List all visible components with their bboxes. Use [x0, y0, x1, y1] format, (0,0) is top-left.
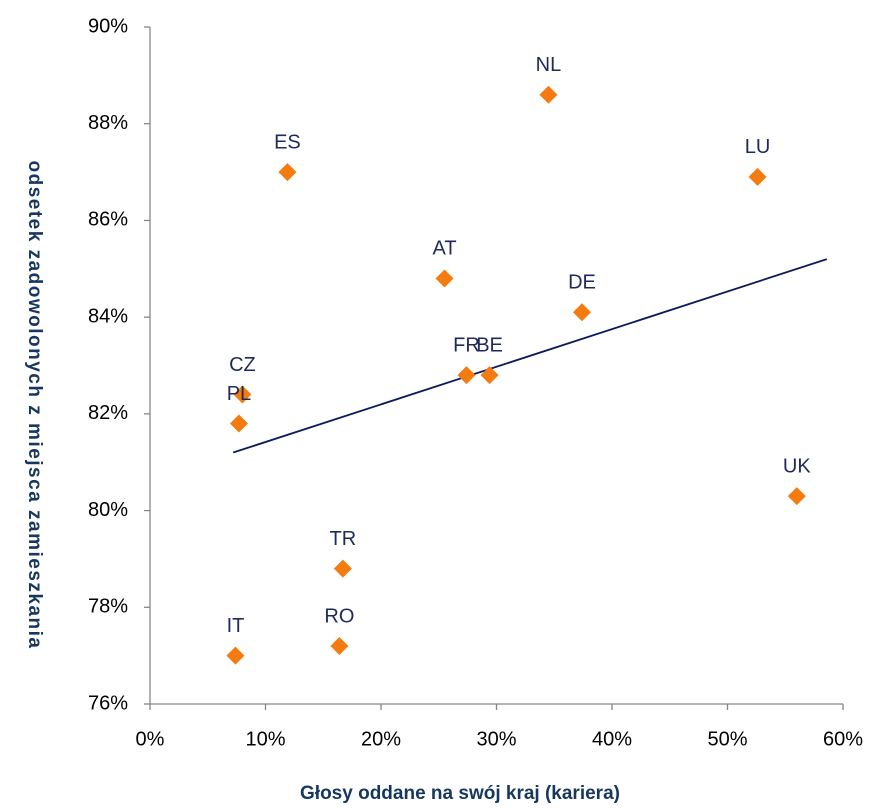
point-label: BE	[476, 334, 503, 356]
trend-line	[232, 258, 828, 454]
point-label: DE	[568, 272, 596, 294]
point-label: UK	[783, 455, 811, 477]
point	[229, 414, 248, 433]
x-tick-label: 30%	[476, 728, 516, 750]
point	[333, 559, 352, 578]
point	[330, 636, 349, 655]
y-tick-label: 82%	[88, 402, 128, 424]
point	[539, 85, 558, 104]
point-label: FR	[453, 334, 480, 356]
x-tick-label: 10%	[245, 728, 285, 750]
y-tick-label: 76%	[88, 692, 128, 714]
point-label: PL	[227, 383, 251, 405]
point	[787, 487, 806, 506]
y-tick-label: 88%	[88, 112, 128, 134]
x-axis-title: Głosy oddane na swój kraj (kariera)	[300, 783, 620, 804]
y-tick-label: 78%	[88, 596, 128, 618]
x-tick-label: 50%	[707, 728, 747, 750]
point-label: NL	[536, 54, 562, 76]
point	[748, 167, 767, 186]
point-label: RO	[324, 605, 354, 627]
point-label: ES	[274, 131, 301, 153]
y-tick-label: 90%	[88, 15, 128, 37]
point-label: LU	[745, 136, 771, 158]
point-label: TR	[330, 528, 357, 550]
y-tick-label: 86%	[88, 209, 128, 231]
x-tick-label: 60%	[823, 728, 863, 750]
point-label: IT	[227, 615, 245, 637]
point	[435, 269, 454, 288]
x-tick-label: 40%	[592, 728, 632, 750]
y-tick-label: 80%	[88, 499, 128, 521]
point	[457, 366, 476, 385]
point	[480, 366, 499, 385]
y-axis-title: odsetek zadowolonych z miejsca zamieszka…	[24, 161, 45, 650]
point	[226, 646, 245, 665]
point-label: AT	[432, 238, 456, 260]
point	[572, 303, 591, 322]
point	[233, 385, 252, 404]
x-tick-label: 0%	[136, 728, 165, 750]
point-label: CZ	[229, 354, 256, 376]
y-tick-label: 84%	[88, 305, 128, 327]
point	[278, 163, 297, 182]
x-tick-label: 20%	[361, 728, 401, 750]
